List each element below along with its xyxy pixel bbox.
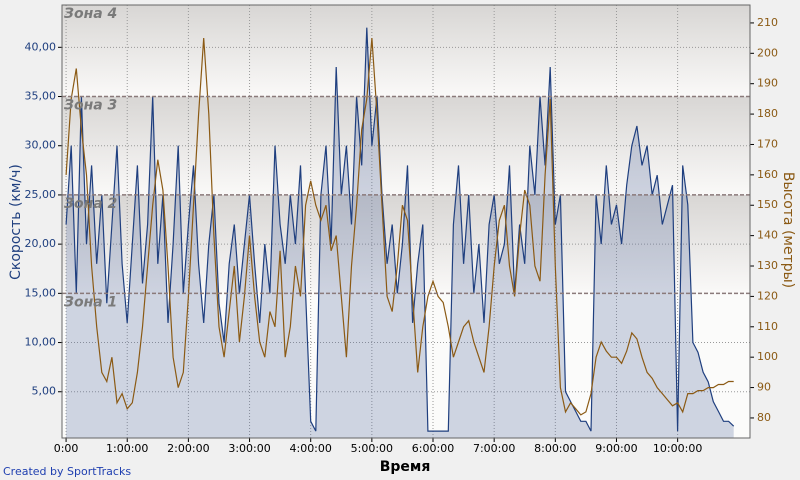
y-tick-label: 25,00 xyxy=(25,188,57,201)
chart: Время Скорость (км/ч) Высота (метры) Cre… xyxy=(0,0,800,480)
footer: Created by SportTracks xyxy=(3,465,131,478)
y-tick-label: 15,00 xyxy=(25,286,57,299)
x-axis-title: Время xyxy=(380,459,431,475)
y-axis-title: Скорость (км/ч) xyxy=(8,164,24,280)
y-tick-label: 10,00 xyxy=(25,336,57,349)
y2-tick-label: 120 xyxy=(757,289,778,302)
zone-label: Зона 1 xyxy=(64,294,117,310)
y2-tick-label: 180 xyxy=(757,107,778,120)
y2-tick-label: 110 xyxy=(757,320,778,333)
zone-band xyxy=(62,5,750,97)
x-tick-label: 2:00:00 xyxy=(167,442,209,455)
x-tick-label: 6:00:00 xyxy=(412,442,454,455)
y2-tick-label: 160 xyxy=(757,168,778,181)
y-tick-label: 30,00 xyxy=(25,139,57,152)
x-tick-label: 5:00:00 xyxy=(351,442,393,455)
zone-label: Зона 4 xyxy=(64,6,117,22)
x-tick-label: 10:00:00 xyxy=(653,442,702,455)
y2-tick-label: 210 xyxy=(757,16,778,29)
y2-tick-label: 190 xyxy=(757,77,778,90)
x-tick-label: 9:00:00 xyxy=(595,442,637,455)
y2-tick-label: 170 xyxy=(757,137,778,150)
y-tick-label: 35,00 xyxy=(25,90,57,103)
y2-tick-label: 140 xyxy=(757,229,778,242)
x-tick-label: 3:00:00 xyxy=(228,442,270,455)
zone-label: Зона 3 xyxy=(64,98,117,114)
y-tick-label: 20,00 xyxy=(25,237,57,250)
x-tick-label: 4:00:00 xyxy=(289,442,331,455)
x-tick-label: 0:00 xyxy=(54,442,79,455)
y2-tick-label: 80 xyxy=(757,411,771,424)
y2-axis-title: Высота (метры) xyxy=(780,172,796,288)
y2-tick-label: 150 xyxy=(757,198,778,211)
y2-tick-label: 100 xyxy=(757,350,778,363)
y-tick-label: 5,00 xyxy=(32,385,57,398)
y2-tick-label: 130 xyxy=(757,259,778,272)
y-tick-label: 40,00 xyxy=(25,40,57,53)
x-tick-label: 8:00:00 xyxy=(534,442,576,455)
x-tick-label: 7:00:00 xyxy=(473,442,515,455)
y2-tick-label: 90 xyxy=(757,381,771,394)
y2-tick-label: 200 xyxy=(757,46,778,59)
x-tick-label: 1:00:00 xyxy=(106,442,148,455)
zone-label: Зона 2 xyxy=(64,196,117,212)
